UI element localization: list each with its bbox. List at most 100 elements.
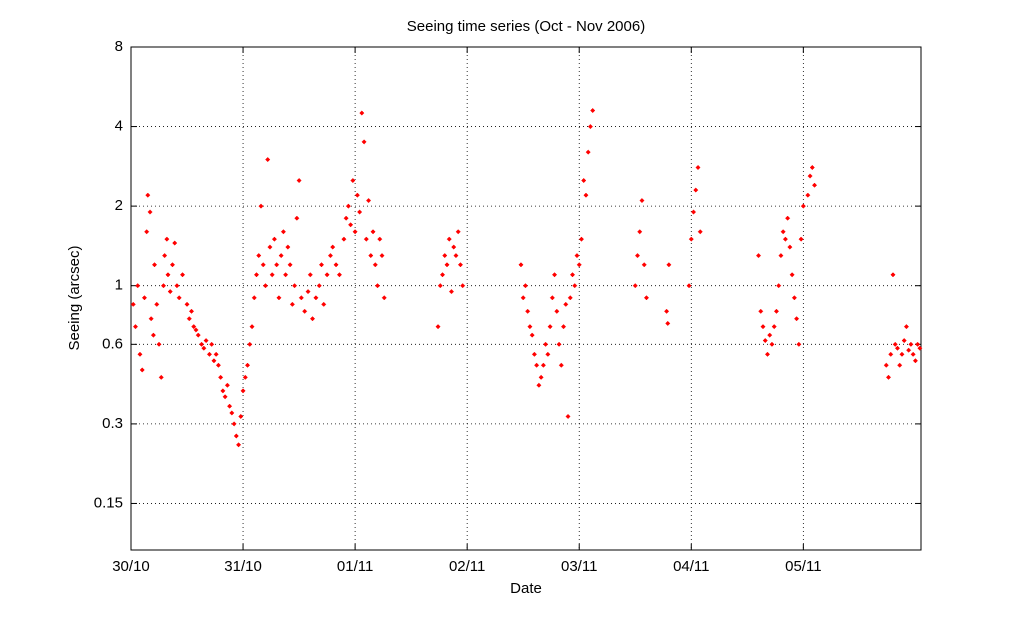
point <box>135 283 141 289</box>
point <box>767 332 773 338</box>
point <box>534 362 540 368</box>
point <box>305 289 311 295</box>
point <box>771 324 777 330</box>
point <box>583 192 589 198</box>
point <box>446 236 452 242</box>
point <box>265 157 271 163</box>
point <box>302 308 308 314</box>
point <box>538 374 544 380</box>
point <box>634 253 641 259</box>
point <box>307 272 313 278</box>
point <box>330 244 336 250</box>
point <box>256 253 262 259</box>
point <box>581 177 587 184</box>
point <box>758 308 764 314</box>
point <box>805 192 811 198</box>
point <box>585 149 591 155</box>
point <box>536 382 542 388</box>
point <box>529 332 535 338</box>
point <box>201 345 207 351</box>
point <box>294 215 300 221</box>
point <box>632 283 638 289</box>
point <box>894 345 901 351</box>
point <box>169 262 176 268</box>
point <box>764 351 771 357</box>
point <box>558 362 564 368</box>
point <box>782 236 788 242</box>
point <box>368 253 374 259</box>
point <box>377 236 383 242</box>
point <box>381 295 387 301</box>
point <box>520 295 526 301</box>
point <box>545 351 551 357</box>
point <box>285 244 291 250</box>
point <box>439 272 446 278</box>
y-axis-label: Seeing (arcsec) <box>66 245 83 350</box>
point <box>274 262 280 268</box>
point <box>688 236 694 242</box>
point <box>785 215 791 221</box>
point <box>233 433 239 439</box>
point <box>888 351 894 357</box>
point <box>350 177 356 184</box>
point <box>641 262 647 268</box>
point <box>807 173 813 179</box>
point <box>690 209 697 215</box>
point <box>359 110 365 116</box>
point <box>352 229 358 235</box>
point <box>547 324 553 330</box>
x-tick-label: 04/11 <box>673 558 709 575</box>
point <box>249 324 255 330</box>
point <box>211 358 217 364</box>
point <box>569 272 576 278</box>
point <box>260 262 266 268</box>
point <box>543 341 549 347</box>
point <box>755 253 762 259</box>
point <box>915 341 921 347</box>
point <box>336 272 342 278</box>
point <box>917 345 923 351</box>
point <box>244 362 251 368</box>
point <box>289 301 295 307</box>
point <box>139 367 145 373</box>
point <box>890 272 896 278</box>
x-tick-label: 03/11 <box>561 558 597 575</box>
point <box>172 240 178 246</box>
point <box>910 351 916 357</box>
point <box>218 374 224 380</box>
x-tick-label: 30/10 <box>112 558 150 575</box>
point <box>453 253 459 259</box>
point <box>165 272 171 278</box>
point <box>796 341 802 347</box>
point <box>885 374 892 380</box>
point <box>374 283 381 289</box>
point <box>697 229 703 235</box>
x-tick-label: 05/11 <box>785 558 821 575</box>
point <box>811 182 818 188</box>
point <box>776 283 782 289</box>
point <box>903 324 909 330</box>
point <box>222 394 228 400</box>
point <box>147 209 153 215</box>
point <box>554 308 560 314</box>
point <box>563 301 569 307</box>
point <box>527 324 533 330</box>
point <box>287 262 293 268</box>
point <box>283 272 289 278</box>
point <box>251 295 257 301</box>
point <box>229 410 235 416</box>
point <box>787 244 793 250</box>
point <box>167 289 173 295</box>
point <box>148 316 154 322</box>
point <box>437 283 443 289</box>
point <box>203 338 209 344</box>
y-tick-label: 8 <box>115 38 123 55</box>
point <box>892 341 898 347</box>
point <box>324 272 330 278</box>
x-axis-label: Date <box>510 580 542 597</box>
point <box>906 347 912 353</box>
point <box>590 107 596 114</box>
point <box>789 272 795 278</box>
